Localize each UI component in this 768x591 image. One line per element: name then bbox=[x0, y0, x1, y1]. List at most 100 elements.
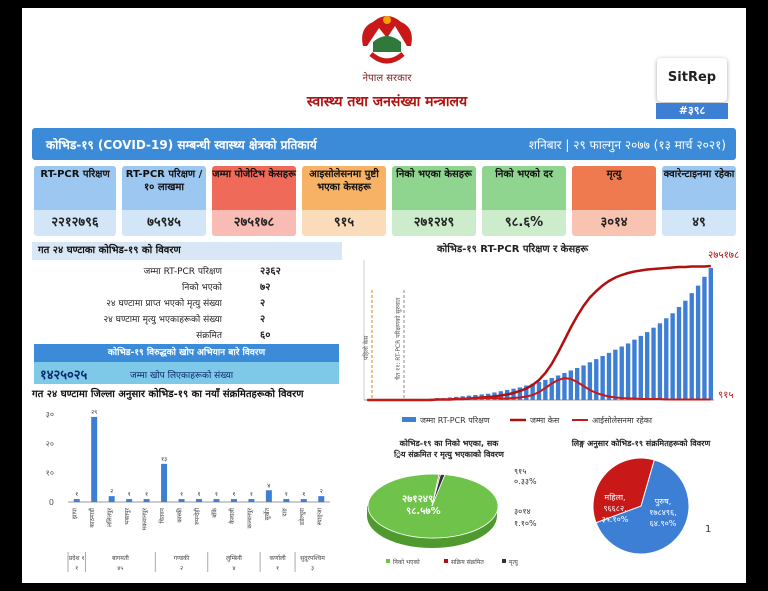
district-bar bbox=[213, 499, 220, 502]
slice-label-death-pct: १.१०% bbox=[514, 519, 537, 528]
slice-label-male-pct: ६४.९०% bbox=[650, 519, 677, 528]
end-label-cases: २७५१७८ bbox=[708, 250, 739, 261]
district-label: डडेल्धुरा bbox=[298, 508, 306, 527]
y-tick-label: १० bbox=[46, 469, 54, 478]
test-bar bbox=[695, 285, 701, 400]
test-bar bbox=[651, 327, 656, 400]
test-bar bbox=[689, 293, 694, 400]
stats-label: जम्मा RT-PCR परिक्षण bbox=[143, 267, 222, 277]
nepal-emblem-icon bbox=[362, 16, 412, 64]
y-tick-label: ३० bbox=[46, 410, 54, 419]
card-value: ७५९४५ bbox=[122, 210, 206, 236]
test-bar bbox=[683, 300, 688, 400]
bar-value-label: २ bbox=[110, 488, 113, 495]
province-count: २ bbox=[180, 565, 183, 572]
stats-label: निको भएको bbox=[182, 283, 222, 293]
page-number: 1 bbox=[705, 524, 712, 535]
stats-row: २४ घण्टामा प्राप्त भएको मृत्यु संख्या २ bbox=[32, 294, 342, 309]
sitrep-number: #३९८ bbox=[656, 103, 728, 119]
legend-entry: जम्मा केस bbox=[530, 415, 560, 425]
card-value: ९८.६% bbox=[482, 210, 566, 236]
legend-entry: जम्मा RT-PCR परिक्षण bbox=[420, 415, 490, 425]
test-bar bbox=[645, 332, 650, 400]
test-bar bbox=[543, 379, 548, 400]
card-label: RT-PCR परिक्षण /१० लाखमा bbox=[125, 169, 203, 193]
pie-title-line1: कोभिड-१९ का निको भएका, सक bbox=[399, 438, 500, 448]
district-label: भक्तपुर bbox=[124, 507, 131, 524]
district-label: कञ्चनपुर bbox=[246, 507, 253, 528]
district-label: स्याङ्जा bbox=[316, 508, 323, 526]
gender-pie-chart: लिङ्ग अनुसार कोभिड-१९ संक्रमितहरूको विवर… bbox=[571, 438, 711, 555]
bar-value-label: १ bbox=[75, 491, 78, 498]
bar-value-label: १ bbox=[197, 491, 200, 498]
test-bar bbox=[524, 385, 529, 400]
card-label: क्वारेन्टाइनमा रहेका bbox=[663, 169, 735, 180]
district-bar-chart: 0 १० २० ३० १ झापा २९ काठमाडौं २ ललितपुर १ भक्तपुर १ म… bbox=[46, 409, 330, 572]
test-bar bbox=[613, 349, 618, 400]
test-bar bbox=[676, 306, 682, 400]
district-bar bbox=[230, 499, 237, 502]
annotation-first-case: पहिलो केस bbox=[362, 335, 370, 360]
bar-value-label: १ bbox=[232, 491, 235, 498]
sitrep-page: नेपाल सरकार स्वास्थ्य तथा जनसंख्या मन्त्… bbox=[22, 8, 746, 583]
slice-label-recovered-pct: ९८.५७% bbox=[406, 506, 441, 517]
district-bar bbox=[283, 499, 290, 502]
slice-label-female-count: ९६६८२, bbox=[603, 504, 626, 513]
bar-value-label: २९ bbox=[91, 409, 97, 416]
province-count: ४ bbox=[232, 565, 235, 572]
test-bar bbox=[625, 343, 631, 400]
vaccine-label: जम्मा खोप लिएकाहरूको संख्या bbox=[130, 371, 234, 381]
stats-value: २ bbox=[260, 314, 266, 325]
district-bar bbox=[126, 499, 133, 502]
test-bar bbox=[530, 383, 535, 400]
summary-card: RT-PCR परिक्षण २२१२७९६ bbox=[34, 166, 116, 236]
test-bar bbox=[664, 318, 669, 400]
card-label: निको भएको दर bbox=[495, 169, 553, 180]
province-count: १ bbox=[75, 565, 78, 572]
district-bar bbox=[73, 499, 80, 502]
district-bar bbox=[108, 496, 115, 502]
test-bar bbox=[600, 356, 605, 400]
stats-row: जम्मा RT-PCR परिक्षण २३६२ bbox=[32, 262, 342, 277]
legend-entry: सक्रिय संक्रमित bbox=[451, 558, 484, 566]
slice-label-male: पुरुष, bbox=[655, 497, 672, 507]
legend-swatch bbox=[502, 559, 506, 563]
district-bar bbox=[178, 499, 185, 502]
vaccine-box: १४२५०२५ जम्मा खोप लिएकाहरूको संख्या bbox=[34, 362, 339, 384]
sitrep-badge: SitRep bbox=[657, 58, 727, 102]
province-count: १ bbox=[276, 565, 279, 572]
card-value: २७१२४९ bbox=[392, 210, 476, 236]
legend-swatch bbox=[402, 417, 416, 422]
test-bar bbox=[568, 370, 573, 400]
bar-value-label: ४ bbox=[267, 482, 270, 489]
summary-card: निको भएका केसहरू २७१२४९ bbox=[392, 166, 476, 236]
test-bar bbox=[619, 346, 624, 400]
test-bar bbox=[511, 388, 516, 400]
government-name: नेपाल सरकार bbox=[362, 73, 412, 84]
district-bar bbox=[143, 499, 150, 502]
card-label: RT-PCR परिक्षण bbox=[40, 169, 110, 180]
y-tick-label: २० bbox=[46, 439, 54, 448]
test-bar bbox=[606, 352, 612, 400]
district-bar bbox=[265, 490, 272, 502]
isolation-line bbox=[367, 376, 711, 401]
province-label: प्रदेश १ bbox=[69, 554, 85, 562]
stats-value: २ bbox=[260, 298, 266, 309]
banner-date: शनिबार | २९ फाल्गुन २०७७ (१३ मार्च २०२१) bbox=[528, 138, 726, 152]
test-bar bbox=[632, 339, 637, 400]
card-value: २७५१७८ bbox=[212, 210, 296, 236]
district-label: सुर्खेत bbox=[263, 507, 271, 520]
test-bar bbox=[670, 313, 675, 400]
pie-slice bbox=[595, 459, 690, 555]
district-bar bbox=[318, 496, 325, 502]
pie-slice bbox=[367, 473, 499, 539]
bar-value-label: १ bbox=[302, 491, 305, 498]
stats-row: निको भएको ७२ bbox=[32, 278, 342, 293]
outcome-pie-chart: कोभिड-१९ का निको भएका, सक्रिय संक्रमित र… bbox=[367, 438, 537, 566]
title-banner: कोभिड-१९ (COVID-19) सम्बन्धी स्वास्थ्य क… bbox=[32, 128, 736, 160]
test-bar bbox=[708, 268, 713, 400]
stats-value: २३६२ bbox=[260, 266, 281, 277]
slice-label-recovered: २७१२४९ bbox=[402, 494, 433, 505]
district-bar bbox=[196, 499, 202, 502]
legend-entry: निको भएको bbox=[393, 558, 420, 566]
